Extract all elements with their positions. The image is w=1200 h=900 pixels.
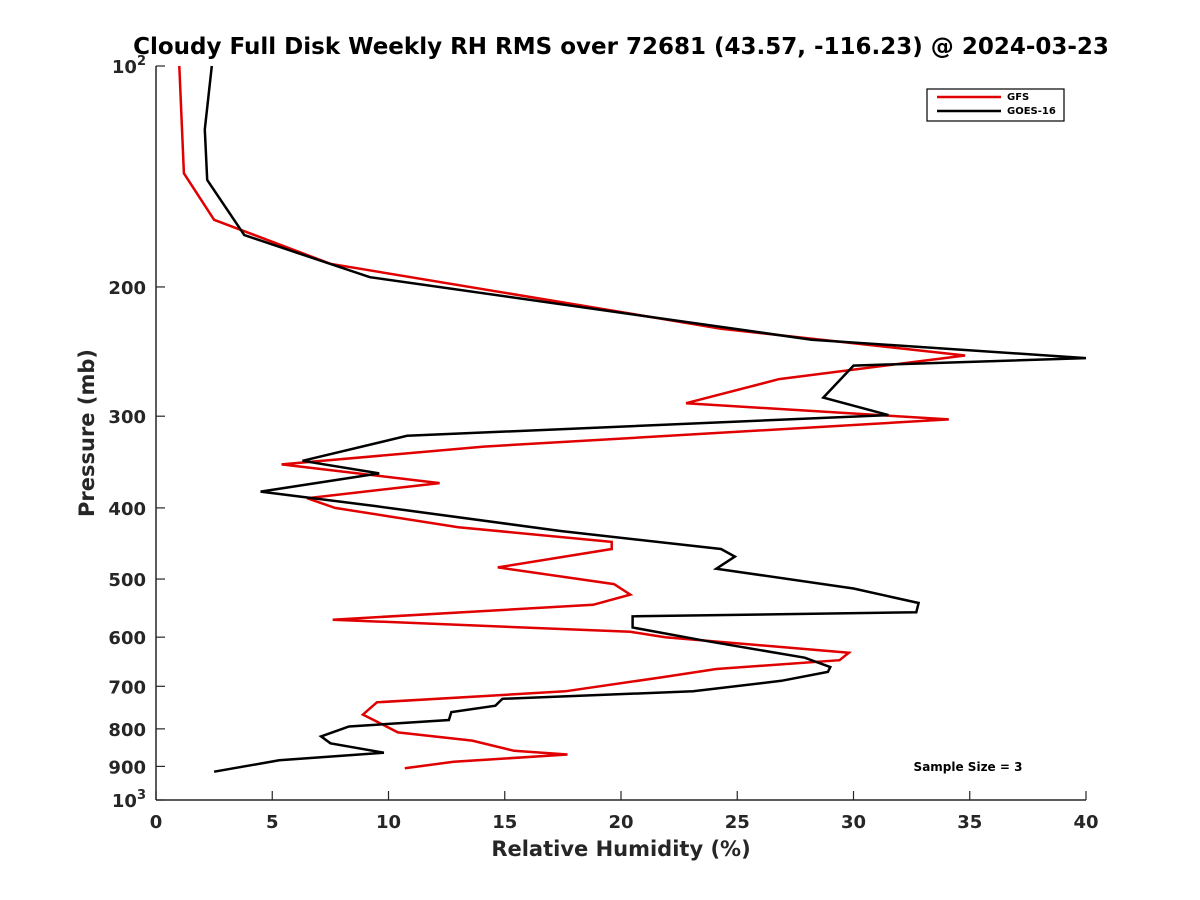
x-ticks: 0 5 10 15 20 25 30 35 40	[150, 791, 1099, 833]
x-tick-label: 15	[492, 812, 517, 833]
y-tick-label: 800	[108, 720, 146, 741]
plot-area: 0 5 10 15 20 25 30 35 40 102 200 300 400 500 600 700 80…	[108, 54, 1098, 833]
y-tick-label: 600	[108, 628, 146, 649]
series-line-goes-16	[203, 65, 1087, 773]
y-tick-label: 300	[108, 407, 146, 428]
x-tick-label: 0	[150, 812, 163, 833]
y-axis-label: Pressure (mb)	[75, 349, 99, 517]
x-tick-label: 20	[608, 812, 633, 833]
y-ticks: 102 200 300 400 500 600 700 800 900 103	[108, 54, 165, 812]
y-tick-label: 102	[112, 54, 146, 78]
y-tick-label: 400	[108, 499, 146, 520]
y-tick-label: 700	[108, 677, 146, 698]
series-line-gfs	[178, 65, 966, 770]
legend-label-gfs: GFS	[1007, 92, 1029, 103]
y-tick-label: 103	[112, 788, 146, 812]
x-tick-label: 10	[376, 812, 401, 833]
x-tick-label: 40	[1073, 812, 1098, 833]
chart-title: Cloudy Full Disk Weekly RH RMS over 7268…	[133, 34, 1109, 60]
x-tick-label: 30	[841, 812, 866, 833]
x-tick-label: 5	[266, 812, 279, 833]
legend: GFS GOES-16	[926, 88, 1065, 122]
x-tick-label: 35	[957, 812, 982, 833]
legend-box	[926, 88, 1065, 122]
x-tick-label: 25	[725, 812, 750, 833]
legend-label-goes-16: GOES-16	[1007, 106, 1056, 117]
y-tick-label: 900	[108, 757, 146, 778]
series-layer	[178, 65, 1087, 773]
y-tick-label: 200	[108, 278, 146, 299]
sample-size-annotation: Sample Size = 3	[914, 760, 1023, 774]
y-tick-label: 500	[108, 570, 146, 591]
x-axis-label: Relative Humidity (%)	[491, 837, 750, 861]
